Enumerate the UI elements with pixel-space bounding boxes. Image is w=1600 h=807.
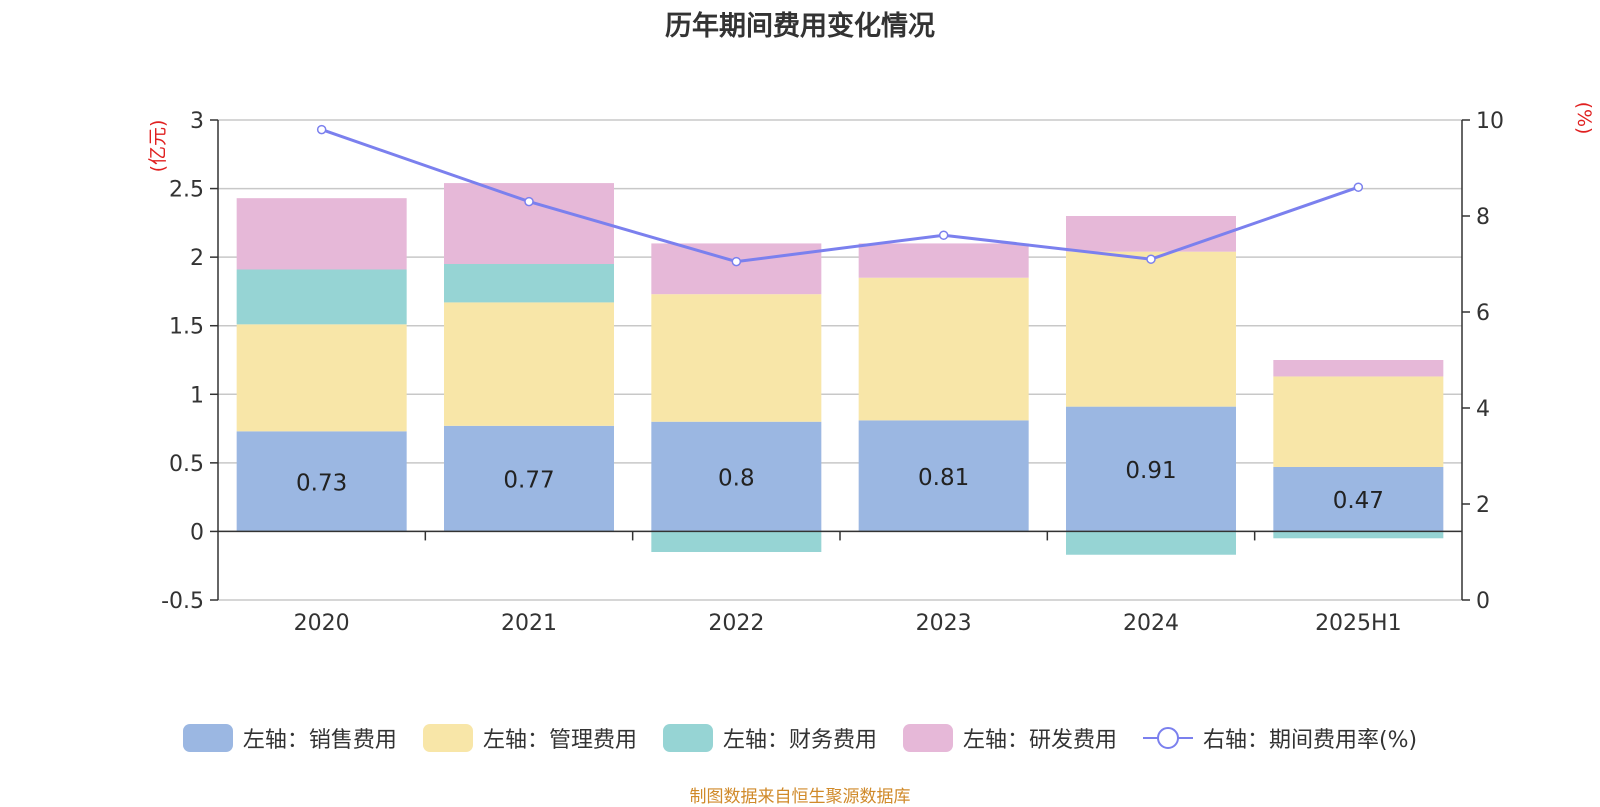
legend-swatch-admin: [422, 724, 473, 752]
legend-label-admin: 左轴：管理费用: [482, 728, 637, 753]
rate-point: [1353, 182, 1364, 192]
left-tick-label: 1: [190, 383, 204, 408]
bar-admin: [444, 302, 614, 426]
data-label-sales: 0.77: [503, 468, 554, 494]
bar-admin: [1273, 376, 1444, 467]
legend-swatch-rd: [902, 724, 953, 752]
bar-rd: [236, 198, 407, 270]
legend-label-rate: 右轴：期间费用率(%): [1202, 728, 1418, 753]
left-tick-label: -0.5: [161, 589, 204, 614]
legend-item-rd[interactable]: 左轴：研发费用: [902, 722, 1117, 754]
right-tick-label: 10: [1476, 109, 1504, 134]
data-label-sales: 0.47: [1333, 488, 1384, 514]
bar-admin: [858, 277, 1029, 421]
x-tick-label: 2025H1: [1315, 611, 1402, 636]
axes: [210, 119, 1470, 601]
x-tick-label: 2021: [501, 611, 557, 636]
left-tick-label: 2.5: [169, 178, 204, 203]
bar-rd: [1273, 360, 1444, 377]
data-label-sales: 0.73: [296, 470, 347, 496]
rate-line: [316, 124, 1364, 267]
data-labels: 0.73 0.77 0.8 0.81 0.91 0.47: [296, 458, 1384, 514]
left-tick-label: 0: [190, 520, 204, 545]
left-tick-label: 0.5: [169, 452, 204, 477]
bar-sales: [651, 421, 822, 532]
data-label-sales: 0.81: [918, 465, 969, 491]
bar-rd: [1066, 216, 1236, 252]
right-tick-label: 4: [1476, 397, 1490, 422]
x-tick-label: 2023: [916, 611, 972, 636]
rate-point: [938, 230, 949, 240]
bar-sales: [236, 431, 407, 532]
bar-sales: [1066, 406, 1236, 532]
bar-rd: [858, 243, 1029, 278]
data-label-sales: 0.91: [1125, 458, 1176, 484]
x-tick-label: 2020: [294, 611, 350, 636]
x-tick-label: 2022: [708, 611, 764, 636]
bar-rd: [651, 243, 822, 295]
legend: 左轴：销售费用 左轴：管理费用 左轴：财务费用 左轴：研发费用 右轴：期间费用率…: [0, 722, 1600, 754]
legend-swatch-finance: [662, 724, 713, 752]
right-tick-label: 6: [1476, 301, 1490, 326]
rate-line-path: [321, 128, 1359, 264]
legend-line-marker-icon: [1142, 727, 1193, 749]
legend-swatch-sales: [182, 724, 233, 752]
bar-admin: [1066, 251, 1236, 407]
data-source-note: 制图数据来自恒生聚源数据库: [689, 787, 911, 807]
legend-label-rd: 左轴：研发费用: [962, 728, 1117, 753]
legend-item-finance[interactable]: 左轴：财务费用: [662, 722, 877, 754]
rate-point: [731, 256, 742, 267]
right-tick-label: 2: [1476, 493, 1490, 518]
right-tick-label: 8: [1476, 205, 1490, 230]
bar-finance: [1273, 531, 1444, 539]
legend-item-rate[interactable]: 右轴：期间费用率(%): [1142, 722, 1418, 754]
left-tick-label: 1.5: [169, 315, 204, 340]
bar-sales: [858, 420, 1029, 532]
left-axis-unit: (亿元): [147, 120, 169, 173]
bar-finance: [1066, 531, 1236, 555]
rate-point: [524, 196, 534, 207]
bar-stacks: [236, 183, 1444, 555]
rate-point: [316, 124, 327, 135]
left-tick-label: 3: [190, 109, 204, 134]
left-tick-label: 2: [190, 246, 204, 271]
bar-rd: [444, 183, 614, 264]
x-tick-label: 2024: [1123, 611, 1179, 636]
right-axis-unit: (%): [1573, 102, 1595, 135]
bar-sales: [1273, 466, 1444, 532]
legend-label-sales: 左轴：销售费用: [242, 728, 397, 753]
chart-title: 历年期间费用变化情况: [665, 11, 935, 42]
data-label-sales: 0.8: [718, 466, 755, 492]
bar-finance: [236, 269, 407, 325]
tick-labels: -0.5 0 0.5 1 1.5 2 2.5 3 0 2 4 6 8 10 (亿元) (%) 2020 2021 2…: [147, 102, 1595, 636]
bar-finance: [651, 531, 822, 552]
chart-canvas: -0.5 0 0.5 1 1.5 2 2.5 3 0 2 4 6 8 10 (亿元) (%) 2020 2021 2…: [147, 102, 1595, 636]
bar-finance: [444, 264, 614, 303]
bar-sales: [444, 425, 614, 532]
bar-admin: [236, 324, 407, 432]
right-tick-label: 0: [1476, 589, 1490, 614]
rate-point: [1146, 254, 1156, 264]
legend-item-admin[interactable]: 左轴：管理费用: [422, 722, 637, 754]
legend-item-sales[interactable]: 左轴：销售费用: [182, 722, 397, 754]
legend-label-finance: 左轴：财务费用: [722, 728, 877, 753]
bar-admin: [651, 294, 822, 422]
